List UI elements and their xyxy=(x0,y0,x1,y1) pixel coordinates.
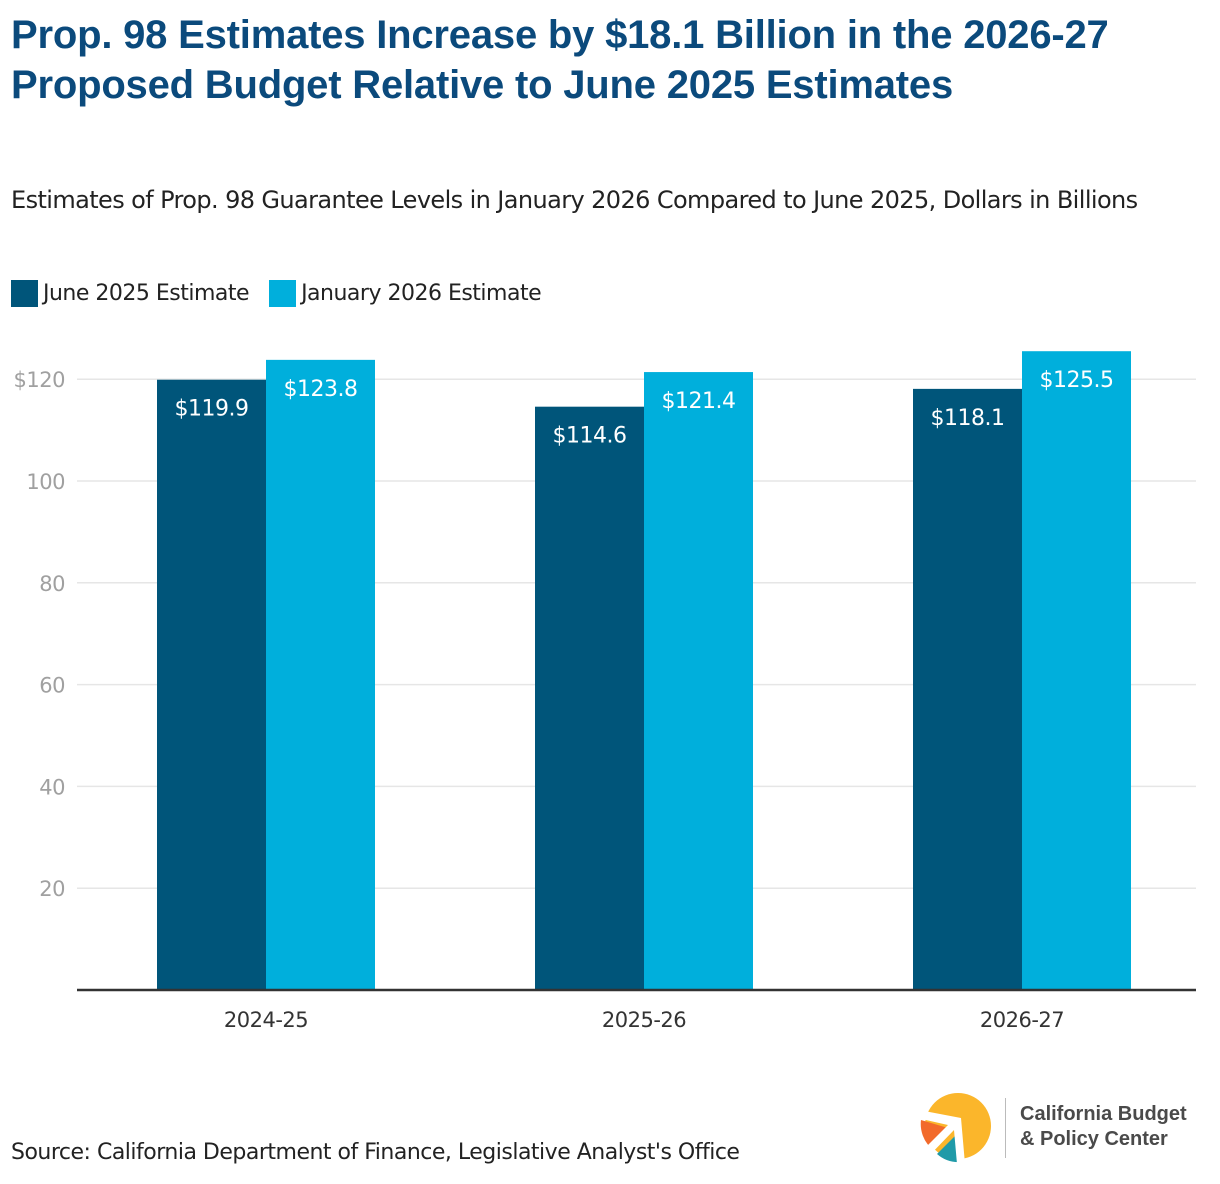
bar-chart: 20 40 60 80 100 $120 $119.9 $123.8 2024-25 $114.6… xyxy=(14,351,1196,1032)
cbpc-logo-icon xyxy=(917,1093,991,1164)
y-tick-label: 60 xyxy=(39,674,65,698)
y-tick-label: $120 xyxy=(14,368,65,392)
data-label: $118.1 xyxy=(931,406,1005,431)
legend-swatch-june xyxy=(11,280,38,307)
logo-divider xyxy=(1005,1098,1006,1158)
legend-item-january[interactable]: January 2026 Estimate xyxy=(269,280,542,307)
organization-logo: California Budget & Policy Center xyxy=(915,1088,1205,1168)
bar-june xyxy=(157,379,266,990)
bar-january xyxy=(266,359,375,990)
logo-line-1: California Budget xyxy=(1020,1103,1187,1125)
data-label: $121.4 xyxy=(662,389,736,414)
legend-label-june: June 2025 Estimate xyxy=(43,281,250,306)
source-note: Source: California Department of Finance… xyxy=(11,1140,740,1165)
bar-january xyxy=(644,372,753,991)
x-tick-label: 2025-26 xyxy=(602,1008,686,1032)
chart-subtitle: Estimates of Prop. 98 Guarantee Levels i… xyxy=(11,186,1138,214)
data-label: $123.8 xyxy=(284,377,358,402)
chart-title: Prop. 98 Estimates Increase by $18.1 Bil… xyxy=(11,13,1109,107)
data-label: $114.6 xyxy=(553,424,627,449)
bar-january xyxy=(1022,351,1131,991)
y-tick-label: 40 xyxy=(39,775,65,799)
legend: June 2025 Estimate January 2026 Estimate xyxy=(11,280,561,307)
data-label: $119.9 xyxy=(175,397,249,422)
bar-june xyxy=(913,388,1022,991)
data-label: $125.5 xyxy=(1040,368,1114,393)
y-tick-label: 100 xyxy=(26,470,65,494)
y-tick-label: 20 xyxy=(39,877,65,901)
legend-item-june[interactable]: June 2025 Estimate xyxy=(11,280,250,307)
x-tick-label: 2024-25 xyxy=(224,1008,308,1032)
bar-june xyxy=(535,406,644,990)
legend-label-january: January 2026 Estimate xyxy=(301,281,542,306)
y-tick-label: 80 xyxy=(39,572,65,596)
legend-swatch-january xyxy=(269,280,297,307)
x-tick-label: 2026-27 xyxy=(980,1008,1064,1032)
logo-line-2: & Policy Center xyxy=(1020,1128,1168,1150)
logo-text: California Budget & Policy Center xyxy=(1020,1102,1187,1152)
